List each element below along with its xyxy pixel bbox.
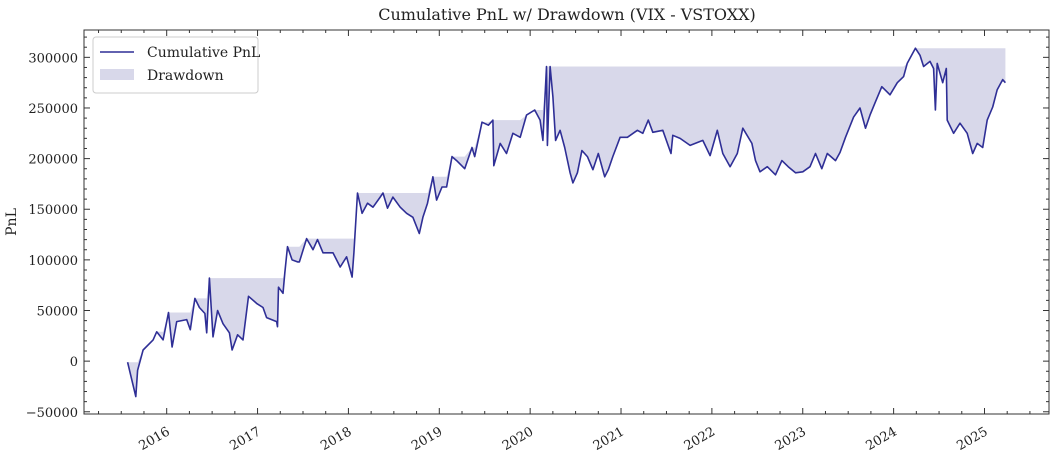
y-axis-label: PnL (4, 208, 20, 236)
y-tick-label: 300000 (28, 51, 78, 66)
axis-ticks: −50000 0 50000 100000 150000 200000 250000 3000… (26, 30, 1049, 454)
x-tick-label: 2021 (591, 424, 627, 454)
y-tick-label: −50000 (26, 406, 78, 421)
x-tick-label: 2022 (682, 424, 718, 454)
legend-label-drawdown: Drawdown (147, 68, 224, 84)
x-tick-label: 2016 (137, 424, 173, 454)
x-tick-label: 2019 (409, 424, 445, 454)
x-tick-label: 2024 (863, 424, 899, 454)
legend-drawdown-swatch (100, 69, 134, 80)
x-tick-label: 2023 (773, 424, 809, 454)
y-tick-label: 50000 (37, 305, 78, 320)
y-tick-label: 150000 (28, 203, 78, 218)
x-tick-label: 2020 (500, 424, 536, 454)
cumulative-pnl-line (126, 47, 1007, 398)
y-tick-label: 200000 (28, 153, 78, 168)
plot-area (126, 47, 1007, 398)
chart-title: Cumulative PnL w/ Drawdown (VIX - VSTOXX… (378, 5, 756, 24)
legend: Cumulative PnL Drawdown (92, 36, 260, 94)
y-tick-label: 250000 (28, 102, 78, 117)
x-tick-label: 2025 (954, 424, 990, 454)
legend-label-pnl: Cumulative PnL (147, 45, 260, 61)
x-tick-label: 2017 (227, 424, 263, 454)
legend-box (92, 36, 259, 94)
drawdown-area (127, 48, 1006, 397)
x-tick-label: 2018 (318, 424, 354, 454)
y-tick-label: 100000 (28, 254, 78, 269)
plot-frame (83, 29, 1050, 415)
y-tick-label: 0 (70, 355, 78, 370)
